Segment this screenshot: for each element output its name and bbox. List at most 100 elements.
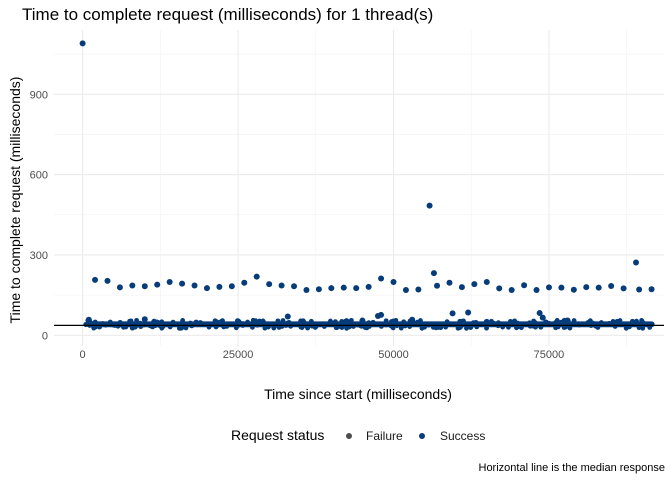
success-band-point xyxy=(117,319,123,325)
success-band-point xyxy=(92,319,98,325)
data-point xyxy=(179,280,186,287)
success-band-point xyxy=(276,325,282,330)
y-tick-label: 0 xyxy=(42,330,48,342)
success-band-point xyxy=(279,320,285,326)
success-band-point xyxy=(187,320,193,326)
success-band-point xyxy=(419,325,425,331)
success-band-point xyxy=(527,320,532,326)
success-band-point xyxy=(339,318,345,324)
success-band-point xyxy=(430,324,436,330)
x-tick-labels: 0 25000 50000 75000 xyxy=(80,349,565,361)
success-band-point xyxy=(553,325,559,331)
success-band-point xyxy=(647,325,653,330)
success-band-point xyxy=(91,325,97,331)
success-band-point xyxy=(219,320,225,325)
success-band-point xyxy=(170,319,176,325)
data-points xyxy=(79,40,655,326)
success-band-point xyxy=(623,325,629,331)
x-tick-label: 75000 xyxy=(534,349,565,361)
major-gridlines xyxy=(54,30,664,346)
success-band-point xyxy=(585,320,591,326)
data-point xyxy=(315,286,322,293)
success-band-point xyxy=(159,319,165,325)
data-point xyxy=(328,285,335,292)
success-band-point xyxy=(455,325,461,331)
data-point xyxy=(390,278,397,285)
data-point xyxy=(508,287,515,294)
data-point xyxy=(253,273,260,280)
data-point xyxy=(402,287,409,294)
data-point xyxy=(620,285,627,292)
success-band-point xyxy=(151,319,157,324)
success-band-point xyxy=(345,318,351,324)
success-band-point xyxy=(468,325,474,330)
success-band-point xyxy=(83,322,89,328)
success-band-point xyxy=(610,319,616,324)
data-point xyxy=(446,279,453,286)
success-band-point xyxy=(598,320,604,325)
chart-title: Time to complete request (milliseconds) … xyxy=(22,5,433,24)
success-band-point xyxy=(344,325,349,331)
success-band-point xyxy=(414,319,420,325)
data-point xyxy=(483,278,490,285)
success-band-point xyxy=(107,319,113,325)
success-band-point xyxy=(362,325,368,330)
success-band-point xyxy=(508,318,513,324)
data-point xyxy=(141,316,148,323)
success-band-point xyxy=(561,325,567,330)
data-point xyxy=(129,282,136,289)
data-point xyxy=(216,283,223,290)
data-point xyxy=(359,317,366,324)
data-point xyxy=(434,282,441,289)
success-band-point xyxy=(178,325,184,331)
data-point xyxy=(564,317,571,324)
success-band-point xyxy=(390,325,396,331)
data-point xyxy=(278,282,285,289)
data-point xyxy=(228,283,235,290)
data-point xyxy=(378,275,385,282)
x-tick-label: 50000 xyxy=(378,349,409,361)
success-band-point xyxy=(212,318,218,324)
data-point xyxy=(191,282,198,289)
success-band-point xyxy=(634,318,639,324)
success-band-point xyxy=(378,324,384,329)
legend-success-swatch xyxy=(419,433,425,439)
success-band-point xyxy=(301,319,307,325)
data-point xyxy=(116,284,123,291)
success-band-point xyxy=(532,320,538,326)
success-band-point xyxy=(464,325,469,331)
data-point xyxy=(539,314,546,321)
success-band-point xyxy=(506,324,511,330)
data-point xyxy=(633,259,640,266)
y-tick-label: 300 xyxy=(30,250,48,262)
data-point xyxy=(235,318,242,325)
data-point xyxy=(545,284,552,291)
chart-caption: Horizontal line is the median response xyxy=(479,462,666,474)
legend-failure-swatch xyxy=(346,433,352,439)
data-point xyxy=(449,310,456,317)
success-band-point xyxy=(571,318,577,323)
success-band-point xyxy=(180,319,185,325)
data-point xyxy=(430,270,437,277)
success-band-point xyxy=(127,321,133,326)
y-tick-label: 900 xyxy=(30,89,48,101)
data-point xyxy=(614,318,621,325)
data-point xyxy=(583,284,590,291)
success-band-point xyxy=(606,320,612,326)
success-band-point xyxy=(496,320,501,326)
minor-gridlines xyxy=(54,30,664,346)
data-point xyxy=(636,286,643,293)
success-band-point xyxy=(348,317,354,323)
data-point xyxy=(409,316,416,323)
success-band-point xyxy=(461,318,466,324)
success-band-point xyxy=(275,318,281,324)
x-tick-label: 25000 xyxy=(223,349,254,361)
data-point xyxy=(595,284,602,291)
success-band-point xyxy=(636,325,642,331)
legend-failure-label: Failure xyxy=(366,429,403,443)
data-point xyxy=(340,284,347,291)
success-band-point xyxy=(224,322,230,327)
success-band-point xyxy=(567,325,573,331)
data-point xyxy=(608,283,615,290)
